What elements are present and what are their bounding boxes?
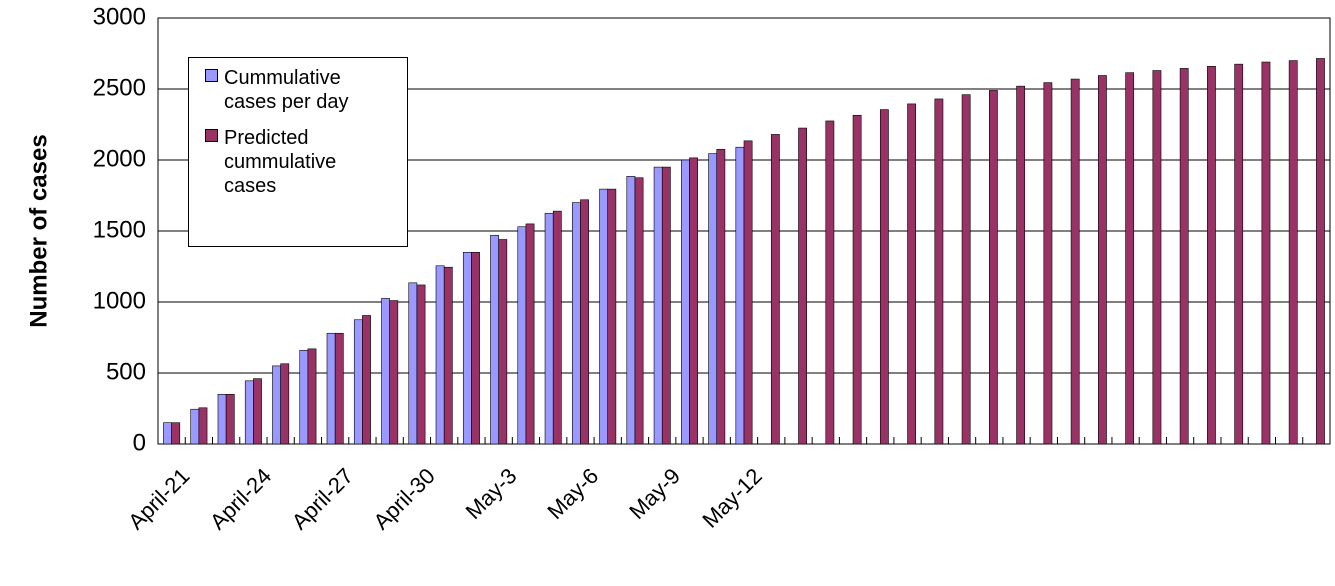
bar — [517, 226, 527, 445]
bar — [571, 202, 581, 445]
y-tick-label: 2500 — [93, 74, 146, 101]
bar — [190, 408, 200, 445]
bar — [708, 153, 718, 445]
bar — [934, 98, 944, 445]
legend-label: Cummulative cases per day — [224, 67, 349, 113]
x-tick-label: April-21 — [123, 463, 194, 534]
bar — [362, 315, 371, 445]
bar — [462, 252, 472, 445]
bar — [552, 210, 562, 445]
bar — [735, 146, 745, 445]
bar — [1016, 85, 1026, 445]
bar — [307, 348, 317, 445]
bar — [1207, 65, 1216, 445]
bar — [171, 422, 181, 445]
bar — [299, 349, 309, 445]
bar — [334, 332, 344, 445]
bar — [661, 166, 671, 445]
bar — [408, 282, 418, 445]
y-tick-label: 2000 — [93, 145, 146, 172]
bar — [1043, 82, 1053, 445]
legend-item: Predicted cummulative cases — [195, 126, 401, 198]
bar — [389, 300, 399, 445]
bar — [525, 223, 535, 445]
bar — [634, 177, 644, 445]
legend-item: Cummulative cases per day — [195, 66, 401, 114]
bar — [716, 149, 726, 445]
bar — [353, 319, 363, 445]
x-tick-label: May-9 — [624, 463, 685, 524]
bar — [416, 284, 426, 445]
bar — [272, 365, 281, 445]
bar — [244, 380, 254, 445]
y-tick-label: 500 — [106, 358, 146, 385]
bar — [653, 166, 663, 445]
bar — [879, 109, 889, 445]
bar — [689, 157, 698, 445]
bar — [217, 393, 227, 445]
x-tick-label: April-24 — [205, 463, 276, 534]
bar — [743, 140, 753, 445]
bar — [681, 159, 690, 445]
legend-label: Predicted cummulative cases — [224, 127, 337, 197]
bar — [626, 176, 636, 445]
bar — [490, 234, 499, 445]
y-tick-label: 0 — [133, 429, 146, 456]
bar — [544, 212, 554, 445]
x-tick-label: April-30 — [368, 463, 439, 534]
bar — [225, 393, 235, 445]
legend: Cummulative cases per day Predicted cummu… — [188, 57, 408, 247]
bar — [580, 199, 589, 445]
y-tick-label: 1000 — [93, 287, 146, 314]
bar — [253, 378, 262, 445]
bar — [198, 407, 208, 445]
bar — [1288, 60, 1298, 445]
bar — [607, 188, 617, 445]
bar — [443, 266, 453, 445]
bar — [1179, 68, 1189, 445]
x-tick-label: April-27 — [287, 463, 358, 534]
bar — [1152, 70, 1162, 445]
bar — [1125, 72, 1135, 445]
bar — [1261, 61, 1271, 445]
bar — [825, 120, 835, 445]
bar — [471, 252, 480, 445]
bar — [961, 94, 971, 445]
bar — [435, 265, 445, 445]
x-tick-label: May-6 — [542, 463, 603, 524]
y-axis-label: Number of cases — [25, 134, 52, 327]
bar — [599, 188, 609, 445]
legend-swatch — [205, 129, 218, 142]
bar — [163, 422, 172, 445]
bar — [1316, 58, 1325, 445]
bar — [798, 127, 807, 445]
bar — [381, 298, 390, 445]
bar — [1098, 75, 1107, 445]
bar — [989, 90, 998, 445]
x-tick-label: May-12 — [697, 463, 767, 533]
bar — [770, 134, 780, 445]
bar — [326, 332, 336, 445]
bar — [498, 239, 508, 445]
bar — [1070, 78, 1080, 445]
bar — [852, 114, 862, 445]
x-tick-label: May-3 — [461, 463, 522, 524]
y-tick-label: 1500 — [93, 216, 146, 243]
bar — [280, 363, 290, 445]
legend-swatch — [205, 69, 218, 82]
bar — [1234, 63, 1244, 445]
bar — [907, 103, 917, 445]
y-tick-label: 3000 — [93, 3, 146, 30]
